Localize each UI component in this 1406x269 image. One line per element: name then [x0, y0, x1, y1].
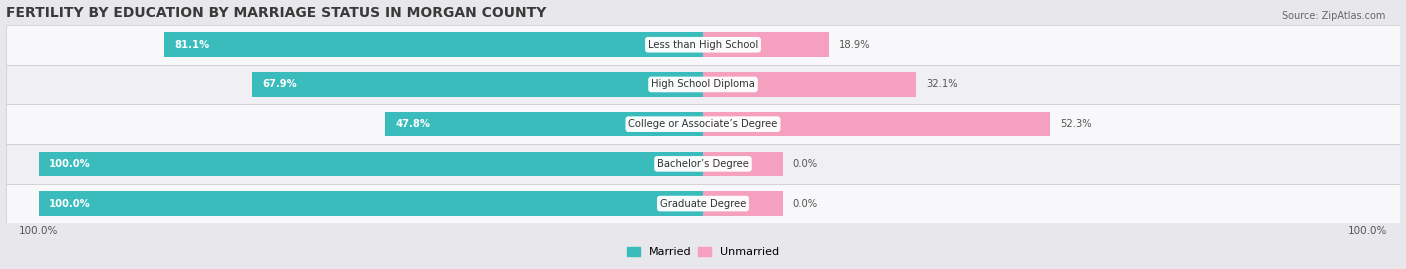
Text: High School Diploma: High School Diploma [651, 79, 755, 90]
Bar [6, 65, 1400, 104]
Text: 67.9%: 67.9% [262, 79, 297, 90]
Bar [385, 112, 703, 136]
Bar [703, 33, 828, 57]
Text: 100.0%: 100.0% [49, 159, 90, 169]
Text: Source: ZipAtlas.com: Source: ZipAtlas.com [1281, 11, 1385, 21]
Text: College or Associate’s Degree: College or Associate’s Degree [628, 119, 778, 129]
Text: 81.1%: 81.1% [174, 40, 209, 50]
Text: Graduate Degree: Graduate Degree [659, 199, 747, 208]
Bar [703, 191, 783, 216]
Text: Bachelor’s Degree: Bachelor’s Degree [657, 159, 749, 169]
Text: 0.0%: 0.0% [793, 159, 818, 169]
Legend: Married, Unmarried: Married, Unmarried [621, 242, 785, 261]
Bar [703, 72, 917, 97]
Bar [252, 72, 703, 97]
Text: 52.3%: 52.3% [1060, 119, 1092, 129]
Bar [6, 144, 1400, 184]
Text: 0.0%: 0.0% [793, 199, 818, 208]
Text: 32.1%: 32.1% [927, 79, 957, 90]
Text: FERTILITY BY EDUCATION BY MARRIAGE STATUS IN MORGAN COUNTY: FERTILITY BY EDUCATION BY MARRIAGE STATU… [6, 6, 546, 20]
Bar [703, 151, 783, 176]
Text: 47.8%: 47.8% [395, 119, 430, 129]
Text: 100.0%: 100.0% [49, 199, 90, 208]
Bar [39, 151, 703, 176]
Bar [39, 191, 703, 216]
Text: 18.9%: 18.9% [838, 40, 870, 50]
Bar [6, 25, 1400, 65]
Bar [703, 112, 1050, 136]
Text: Less than High School: Less than High School [648, 40, 758, 50]
Bar [165, 33, 703, 57]
Bar [6, 184, 1400, 224]
Bar [6, 104, 1400, 144]
